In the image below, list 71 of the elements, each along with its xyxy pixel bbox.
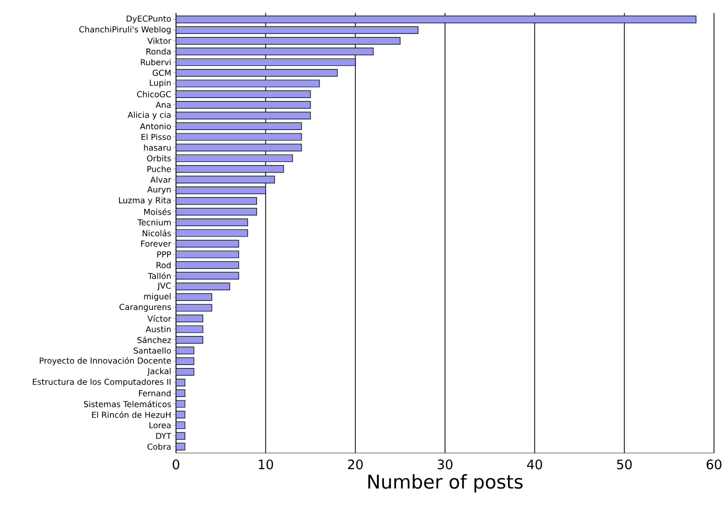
- y-tick-label: Carangurens: [120, 304, 171, 312]
- bar: [176, 16, 696, 24]
- y-tick-label: Austin: [146, 326, 171, 332]
- y-tick-label: Nicolás: [142, 230, 171, 236]
- y-tick-label: Fernand: [139, 390, 171, 396]
- bar: [176, 90, 311, 98]
- bar: [176, 240, 240, 248]
- bar: [176, 250, 240, 258]
- y-tick-label: Lupin: [150, 80, 171, 88]
- y-tick-label: Rubervi: [140, 58, 171, 66]
- bar: [176, 122, 302, 130]
- bar: [176, 176, 275, 184]
- y-tick-label: Moisés: [144, 208, 171, 215]
- y-tick-label: Luzma y Rita: [119, 197, 171, 205]
- y-tick-label: Orbits: [147, 155, 171, 162]
- y-tick-label: PPP: [157, 251, 172, 258]
- x-tick-label: 30: [438, 460, 452, 470]
- y-tick-label: Rod: [156, 262, 171, 268]
- y-tick-label: Alicia y cia: [128, 112, 171, 120]
- bar: [176, 101, 311, 109]
- y-tick-label: Ronda: [146, 48, 171, 55]
- y-tick-label: Lorea: [149, 422, 171, 428]
- y-tick-label: GCM: [152, 70, 171, 76]
- x-tick-label: 0: [172, 460, 180, 470]
- y-tick-label: El Rincón de HezuH: [92, 411, 171, 418]
- y-tick-label: Viktor: [147, 38, 172, 44]
- y-tick-label: El Pisso: [142, 134, 171, 140]
- x-tick-label: 60: [706, 460, 722, 470]
- x-tick-label: 50: [617, 460, 632, 470]
- x-tick-label: 10: [258, 460, 274, 470]
- bar: [176, 304, 212, 312]
- bar: [176, 133, 302, 141]
- bar: [176, 218, 248, 226]
- y-tick-label: hasaru: [144, 144, 171, 151]
- y-tick-label: miguel: [144, 293, 171, 302]
- y-tick-label: Puche: [147, 166, 171, 172]
- bar: [176, 336, 204, 344]
- y-tick-label: Jackal: [147, 368, 171, 376]
- bar: [176, 154, 293, 162]
- bar: [176, 208, 257, 216]
- y-tick-label: Víctor: [147, 315, 172, 322]
- y-tick-label: ChanchiPiruli's Weblog: [79, 26, 171, 34]
- bar: [176, 69, 338, 77]
- x-tick-label: 20: [348, 460, 363, 470]
- y-tick-label: Estructura de los Computadores II: [32, 378, 171, 386]
- y-tick-label: Santaello: [134, 347, 171, 354]
- bar: [176, 186, 266, 194]
- y-tick-label: Tallón: [148, 272, 171, 280]
- y-tick-label: Proyecto de Innovación Docente: [40, 357, 171, 366]
- bar: [176, 26, 418, 34]
- bar: [176, 325, 204, 333]
- bar: [176, 36, 400, 45]
- bar: [176, 272, 240, 280]
- y-tick-label: Sánchez: [137, 336, 171, 344]
- y-tick-label: Antonio: [140, 123, 171, 130]
- y-tick-label: Auryn: [147, 186, 171, 194]
- y-tick-label: DyECPunto: [126, 16, 171, 24]
- bar: [176, 58, 356, 66]
- x-tick-label: 40: [527, 460, 542, 470]
- y-tick-label: ChicoGC: [137, 91, 171, 98]
- bar: [176, 282, 230, 290]
- y-tick-label: Sistemas Telemáticos: [84, 400, 171, 408]
- y-tick-label: Forever: [141, 240, 172, 247]
- y-tick-label: DYT: [156, 432, 172, 439]
- y-tick-label: JVC: [157, 282, 171, 290]
- y-tick-label: Alvar: [150, 176, 172, 183]
- bar: [176, 293, 212, 301]
- y-tick-label: Ana: [156, 102, 171, 108]
- y-tick-label: Tecnium: [138, 219, 171, 226]
- y-tick-label: Cobra: [148, 443, 171, 450]
- x-axis-title: Number of posts: [368, 474, 523, 492]
